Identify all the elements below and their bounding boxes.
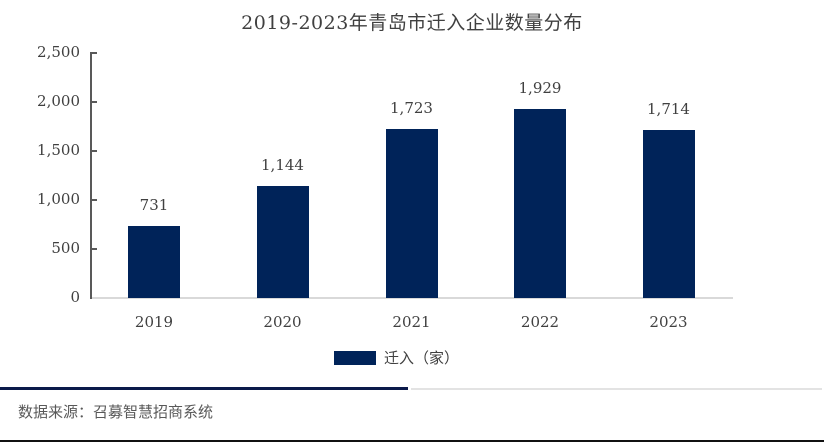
y-tick-label: 0 (70, 288, 80, 306)
x-category-label: 2023 (649, 313, 688, 331)
chart-legend: 迁入（家） (334, 347, 459, 368)
bar-2022 (514, 108, 566, 298)
bar-2019 (128, 226, 180, 298)
x-category-label: 2021 (392, 313, 431, 331)
x-category-label: 2020 (263, 313, 302, 331)
y-tick-mark (90, 150, 97, 152)
footer-divider-light (411, 388, 822, 390)
y-axis-line (90, 53, 92, 299)
bar-value-label: 1,714 (647, 100, 690, 119)
y-tick-mark (90, 101, 97, 103)
y-tick-mark (90, 52, 97, 54)
legend-swatch-icon (334, 350, 376, 365)
bar-value-label: 1,929 (518, 78, 562, 97)
y-tick-mark (90, 248, 97, 250)
bar-2021 (385, 129, 438, 298)
y-tick-mark (90, 199, 97, 201)
y-tick-label: 1,000 (37, 190, 80, 208)
x-category-label: 2022 (520, 313, 560, 331)
footer-divider-dark (0, 387, 408, 390)
x-axis-line (92, 297, 733, 299)
bar-2023 (642, 130, 695, 298)
y-tick-label: 2,000 (37, 92, 80, 110)
chart-title: 2019-2023年青岛市迁入企业数量分布 (241, 12, 583, 34)
y-tick-label: 1,500 (37, 141, 80, 159)
y-tick-label: 2,500 (37, 43, 80, 61)
bar-value-label: 731 (139, 196, 169, 215)
bar-2020 (256, 185, 309, 298)
x-category-label: 2019 (134, 313, 174, 331)
bar-value-label: 1,144 (261, 155, 304, 174)
data-source-note: 数据来源：召募智慧招商系统 (18, 403, 214, 421)
bar-value-label: 1,723 (390, 99, 433, 118)
bottom-border (0, 440, 824, 442)
y-tick-label: 500 (51, 239, 80, 257)
legend-label: 迁入（家） (384, 349, 460, 367)
